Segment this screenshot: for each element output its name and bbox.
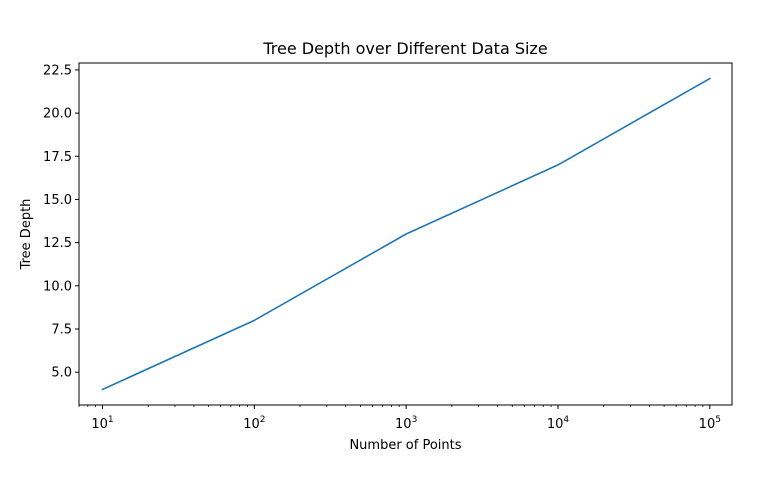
y-axis-label: Tree Depth (19, 199, 34, 271)
x-tick-label: 103 (395, 415, 417, 432)
y-tick-label: 10.0 (43, 279, 72, 294)
series-line (101, 77, 711, 391)
y-tick-label: 5.0 (51, 366, 72, 381)
x-axis-label: Number of Points (349, 438, 461, 453)
y-tick-label: 20.0 (43, 107, 72, 122)
y-tick-label: 22.5 (43, 63, 72, 78)
y-tick-label: 12.5 (43, 236, 72, 251)
y-tick-label: 7.5 (51, 323, 72, 338)
x-tick-label: 101 (91, 415, 113, 432)
axes-frame (78, 62, 733, 406)
y-tick-label: 15.0 (43, 193, 72, 208)
x-tick-label: 104 (547, 415, 570, 432)
chart-title: Tree Depth over Different Data Size (262, 39, 547, 58)
y-tick-label: 17.5 (43, 150, 72, 165)
plot-area: 5.0 7.5 10.0 12.5 15.0 17.5 20.0 22.5 101 102 103 1… (43, 62, 733, 432)
x-tick-label: 105 (699, 415, 721, 432)
x-tick-label: 102 (243, 415, 265, 432)
